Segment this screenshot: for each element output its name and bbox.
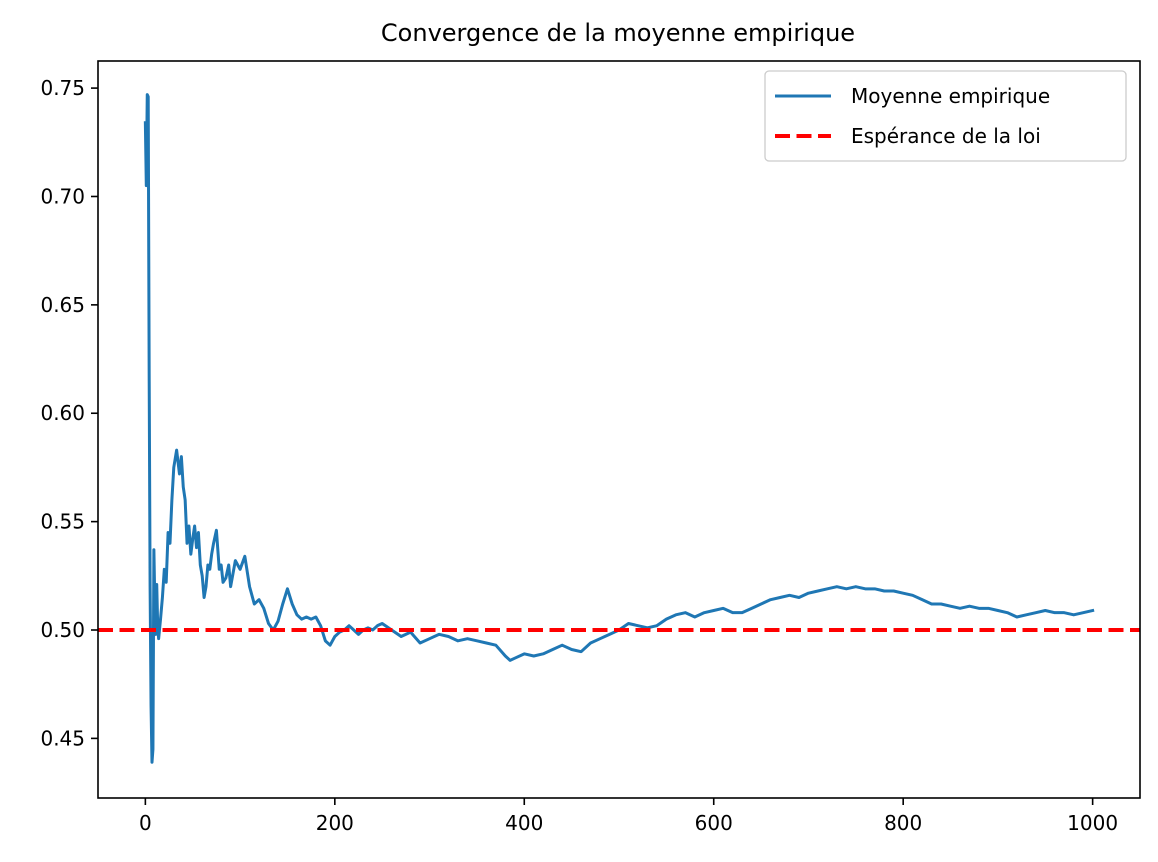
series-group bbox=[98, 93, 1140, 764]
y-tick-label: 0.70 bbox=[40, 184, 85, 208]
plot-area: 0 200 400 600 800 1000 0.45 0.50 0.55 0.60 0.65 0.7… bbox=[40, 60, 1141, 835]
axes-frame bbox=[97, 60, 1141, 799]
x-tick-label: 400 bbox=[505, 811, 543, 835]
y-tick-label: 0.65 bbox=[40, 293, 85, 317]
legend-box bbox=[764, 70, 1127, 162]
x-tick-label: 0 bbox=[139, 811, 152, 835]
legend: Moyenne empirique Espérance de la loi bbox=[764, 70, 1127, 162]
y-tick-label: 0.45 bbox=[40, 726, 85, 750]
y-tick-label: 0.75 bbox=[40, 76, 85, 100]
x-tick-label: 200 bbox=[316, 811, 354, 835]
x-tick-label: 600 bbox=[695, 811, 733, 835]
y-tick-label: 0.55 bbox=[40, 510, 85, 534]
legend-label-esperance: Espérance de la loi bbox=[851, 124, 1041, 148]
x-tick-label: 800 bbox=[884, 811, 922, 835]
y-tick-label: 0.60 bbox=[40, 401, 85, 425]
x-tick-label: 1000 bbox=[1067, 811, 1118, 835]
y-tick-label: 0.50 bbox=[40, 618, 85, 642]
legend-label-moyenne: Moyenne empirique bbox=[851, 84, 1050, 108]
chart-title: Convergence de la moyenne empirique bbox=[381, 19, 855, 47]
